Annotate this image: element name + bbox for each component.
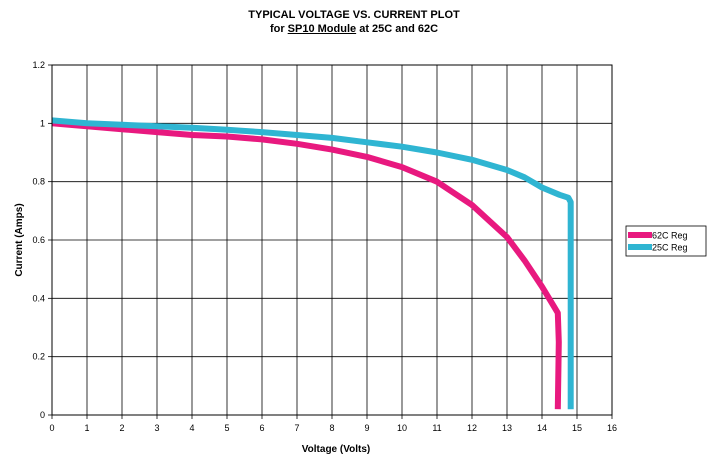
subtitle-suffix: at 25C and 62C	[356, 23, 439, 35]
y-tick-label: 1	[40, 118, 45, 128]
legend-label: 62C Reg	[652, 231, 688, 241]
x-tick-label: 16	[607, 423, 617, 433]
x-tick-label: 1	[84, 423, 89, 433]
x-tick-label: 6	[259, 423, 264, 433]
plot-border	[51, 64, 613, 416]
y-tick-label: 0	[40, 410, 45, 420]
x-tick-label: 4	[189, 423, 194, 433]
x-tick-label: 14	[537, 423, 547, 433]
x-tick-label: 5	[224, 423, 229, 433]
series-line-25c-reg	[51, 117, 574, 410]
y-tick-label: 0.2	[32, 352, 45, 362]
x-axis-label: Voltage (Volts)	[302, 444, 371, 455]
x-tick-label: 2	[119, 423, 124, 433]
subtitle-prefix: for	[269, 23, 288, 35]
y-axis-label: Current (Amps)	[14, 203, 25, 276]
axis-layer: 0 1 2 3 4 5 6 7 8 9 10 11 12 13 14 15 1600.20.40.60.811.…	[32, 60, 617, 433]
legend-box	[625, 225, 707, 257]
x-tick-label: 0	[49, 423, 54, 433]
x-tick-label: 12	[467, 423, 477, 433]
series-layer	[51, 117, 574, 410]
x-tick-label: 10	[397, 423, 407, 433]
grid-layer	[51, 64, 613, 416]
x-tick-label: 11	[432, 423, 441, 433]
y-tick-label: 0.8	[32, 177, 45, 187]
x-tick-label: 9	[364, 423, 369, 433]
title-block: TYPICAL VOLTAGE VS. CURRENT PLOT for SP1…	[0, 8, 708, 36]
x-tick-label: 8	[329, 423, 334, 433]
subtitle-module-name: SP10 Module	[287, 23, 357, 35]
x-tick-label: 3	[154, 423, 159, 433]
y-tick-label: 0.4	[32, 293, 45, 303]
x-tick-label: 15	[572, 423, 582, 433]
x-tick-label: 13	[502, 423, 512, 433]
y-tick-label: 1.2	[32, 60, 45, 70]
chart-subtitle: for SP10 Module at 25C and 62C	[0, 22, 708, 36]
series-line-62c-reg	[51, 120, 562, 410]
legend: 62C Reg 25C Reg	[625, 225, 707, 257]
legend-label: 25C Reg	[652, 243, 688, 253]
x-tick-label: 7	[294, 423, 299, 433]
y-tick-label: 0.6	[32, 235, 45, 245]
chart-title: TYPICAL VOLTAGE VS. CURRENT PLOT	[248, 9, 460, 21]
